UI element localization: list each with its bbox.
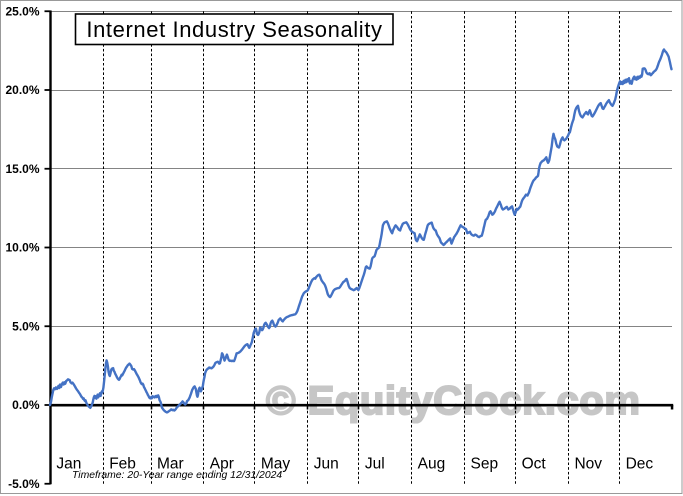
- svg-text:20.0%: 20.0%: [5, 83, 39, 97]
- svg-text:May: May: [261, 456, 291, 473]
- svg-text:Sep: Sep: [471, 456, 499, 473]
- svg-text:0.0%: 0.0%: [12, 398, 40, 412]
- svg-text:Oct: Oct: [522, 456, 547, 473]
- svg-text:Timeframe: 20-Year range endin: Timeframe: 20-Year range ending 12/31/20…: [72, 470, 282, 481]
- svg-text:15.0%: 15.0%: [5, 162, 39, 176]
- svg-text:© EquityClock.com: © EquityClock.com: [266, 379, 640, 423]
- svg-text:-5.0%: -5.0%: [8, 477, 40, 491]
- svg-text:Aug: Aug: [418, 456, 446, 473]
- svg-text:10.0%: 10.0%: [5, 241, 39, 255]
- svg-text:Jul: Jul: [365, 456, 385, 473]
- svg-text:Apr: Apr: [210, 456, 234, 473]
- svg-text:Jun: Jun: [314, 456, 339, 473]
- svg-text:Nov: Nov: [574, 456, 602, 473]
- svg-text:Feb: Feb: [109, 456, 136, 473]
- svg-text:Internet Industry Seasonality: Internet Industry Seasonality: [86, 17, 382, 42]
- svg-text:5.0%: 5.0%: [12, 319, 40, 333]
- svg-text:Dec: Dec: [626, 456, 654, 473]
- svg-text:Mar: Mar: [157, 456, 184, 473]
- svg-text:25.0%: 25.0%: [5, 4, 39, 18]
- svg-text:Jan: Jan: [56, 456, 81, 473]
